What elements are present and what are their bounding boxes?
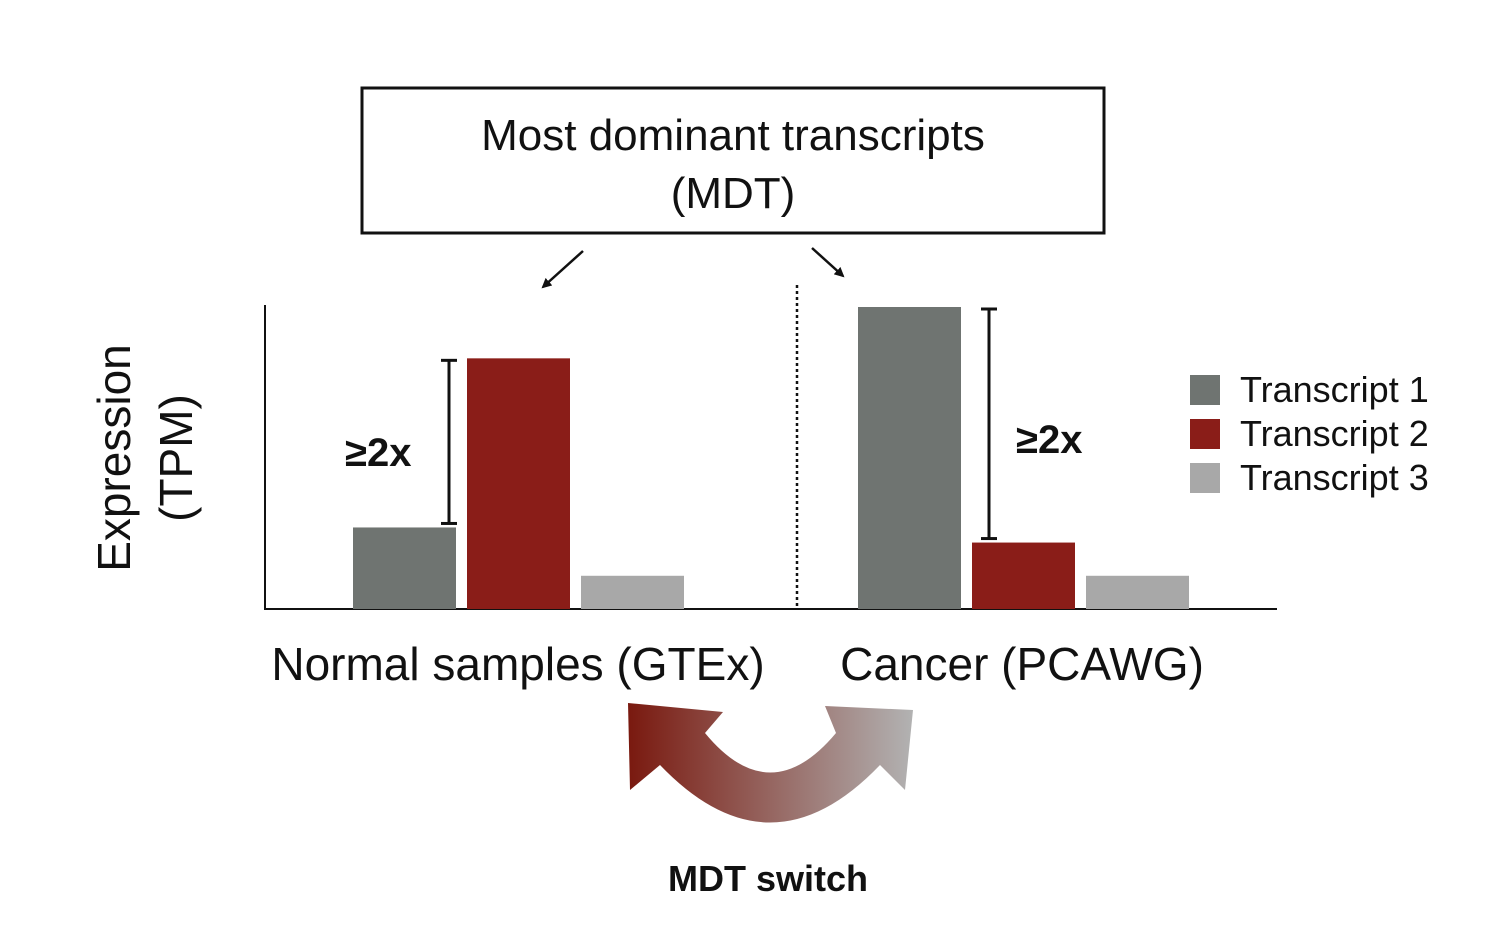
title-box <box>360 86 1106 235</box>
y-axis-label-line1: Expression <box>88 344 140 572</box>
bar-normal-transcript-2 <box>467 358 570 609</box>
switch-arrow-icon <box>628 703 913 823</box>
arrow-to-normal <box>541 250 584 289</box>
group-label-normal: Normal samples (GTEx) <box>271 638 764 690</box>
title-line2: (MDT) <box>671 169 796 218</box>
y-axis-label-line2: (TPM) <box>150 394 202 522</box>
legend-swatch-transcript-3 <box>1190 463 1220 493</box>
bar-cancer-transcript-1 <box>858 307 961 609</box>
bar-normal-transcript-1 <box>353 527 456 609</box>
fold-change-normal: ≥2x <box>345 431 411 475</box>
fold-change-cancer: ≥2x <box>1016 418 1082 462</box>
bracket-cancer <box>981 307 997 541</box>
bar-normal-transcript-3 <box>581 575 684 609</box>
legend-label-transcript-1: Transcript 1 <box>1240 369 1429 410</box>
legend-label-transcript-3: Transcript 3 <box>1240 457 1429 498</box>
legend-label-transcript-2: Transcript 2 <box>1240 413 1429 454</box>
bar-cancer-transcript-2 <box>972 542 1075 609</box>
title-line1: Most dominant transcripts <box>481 111 985 160</box>
y-axis-label: Expression (TPM) <box>88 344 202 572</box>
bar-cancer-transcript-3 <box>1086 575 1189 609</box>
bracket-normal <box>441 358 457 525</box>
legend-swatch-transcript-2 <box>1190 419 1220 449</box>
legend: Transcript 1 Transcript 2 Transcript 3 <box>1190 369 1429 498</box>
legend-swatch-transcript-1 <box>1190 375 1220 405</box>
switch-label: MDT switch <box>668 858 868 899</box>
group-label-cancer: Cancer (PCAWG) <box>840 638 1204 690</box>
arrow-to-cancer <box>811 247 845 278</box>
